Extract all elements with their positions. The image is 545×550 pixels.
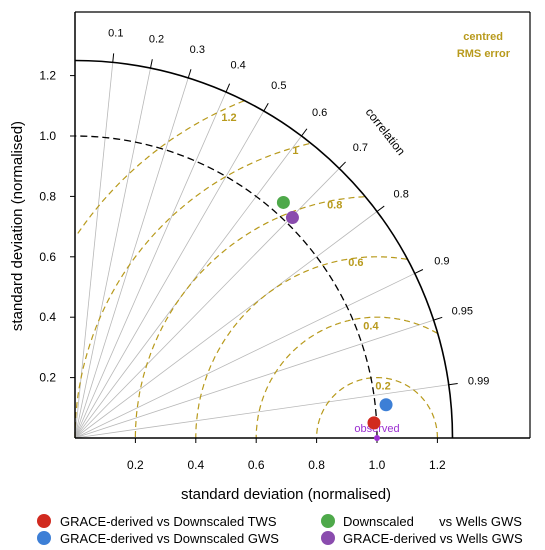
correlation-line-4 [74, 110, 265, 439]
point-series-3 [285, 211, 299, 225]
corr-tick-mark-2 [187, 69, 192, 79]
corr-tick-label-2: 0.3 [190, 44, 205, 56]
corr-tick-label-1: 0.2 [149, 34, 164, 46]
legend-marker-downscaled-gws [37, 531, 51, 545]
correlation-ticks: 0.1 0.2 0.3 0.4 0.5 0.6 0.7 0.8 0.9 0.95 0.99 [108, 27, 489, 387]
rms-label-2: 0.6 [348, 257, 363, 269]
rms-contour-5 [76, 100, 245, 236]
corr-tick-label-6: 0.7 [353, 142, 368, 154]
legend-label-downscaled-gws: GRACE-derived vs Downscaled GWS [60, 531, 279, 546]
corr-tick-mark-8 [414, 269, 424, 274]
correlation-line-1 [74, 68, 151, 439]
y-tick-label-0: 0.2 [39, 371, 56, 385]
corr-tick-mark-1 [150, 59, 153, 69]
x-tick-label-4: 1.0 [369, 458, 386, 472]
corr-tick-label-9: 0.95 [452, 306, 473, 318]
point-series-0 [367, 416, 381, 430]
rms-contours: 0.2 0.4 0.6 0.8 1 1.2 [74, 100, 438, 438]
correlation-line-2 [74, 77, 189, 439]
corr-tick-mark-3 [225, 83, 231, 93]
corner-legend-line-1: centred [463, 31, 503, 43]
rms-contour-4 [74, 143, 310, 438]
y-tick-label-2: 0.6 [39, 250, 56, 264]
legend-marker-grace-wells [321, 531, 335, 545]
rms-label-0: 0.2 [375, 381, 390, 393]
rms-label-3: 0.8 [327, 199, 342, 211]
corr-tick-mark-10 [448, 382, 458, 386]
correlation-line-7 [74, 211, 378, 439]
correlation-grid [74, 62, 449, 439]
corr-tick-label-3: 0.4 [230, 59, 245, 71]
legend-marker-downscaled-wells [321, 514, 335, 528]
axes [74, 11, 531, 439]
legend-marker-tws [37, 514, 51, 528]
corner-legend-line-2: RMS error [457, 48, 511, 60]
corr-tick-mark-7 [376, 205, 385, 212]
x-tick-label-2: 0.6 [248, 458, 265, 472]
corr-tick-label-4: 0.5 [271, 80, 286, 92]
std-arcs [74, 59, 454, 439]
y-tick-label-1: 0.4 [39, 310, 56, 324]
rms-contour-3 [134, 196, 365, 438]
x-tick-label-0: 0.2 [127, 458, 144, 472]
rms-label-5: 1.2 [221, 112, 236, 124]
rms-label-4: 1 [292, 145, 298, 157]
rms-contour-0 [316, 377, 438, 438]
corr-tick-mark-0 [112, 53, 115, 63]
legend-label-grace-wells: GRACE-derived vs Wells GWS [343, 531, 523, 546]
outer-std-arc [74, 59, 454, 439]
corr-tick-label-5: 0.6 [312, 107, 327, 119]
x-axis-label: standard deviation (normalised) [181, 486, 391, 503]
y-axis-label: standard deviation (normalised) [9, 121, 26, 331]
corr-tick-mark-5 [301, 128, 308, 137]
x-tick-label-1: 0.4 [187, 458, 204, 472]
corr-tick-label-8: 0.9 [434, 255, 449, 267]
legend: GRACE-derived vs Downscaled TWS GRACE-de… [37, 514, 523, 546]
legend-label-tws: GRACE-derived vs Downscaled TWS [60, 514, 277, 529]
y-tick-label-4: 1.0 [39, 129, 56, 143]
correlation-label: correlation [363, 105, 409, 158]
tick-labels: 0.2 0.4 0.6 0.8 1.0 1.2 0.2 0.4 0.6 0.8 1.0 1.2 [39, 69, 446, 472]
correlation-line-3 [74, 91, 227, 439]
observed-label: observed [354, 423, 399, 435]
corr-tick-label-10: 0.99 [468, 376, 489, 388]
rms-contour-1 [255, 316, 438, 438]
corr-tick-mark-6 [338, 161, 346, 169]
x-tick-label-3: 0.8 [308, 458, 325, 472]
reference-std-arc [74, 135, 378, 439]
point-series-2 [276, 195, 290, 209]
corr-tick-label-7: 0.8 [394, 188, 409, 200]
x-tick-label-5: 1.2 [429, 458, 446, 472]
corr-tick-mark-9 [433, 316, 443, 321]
y-tick-label-3: 0.8 [39, 189, 56, 203]
legend-label-downscaled-wells: Downscaled vs Wells GWS [343, 514, 522, 529]
rms-contour-2 [195, 256, 408, 438]
rms-label-1: 0.4 [363, 320, 379, 332]
correlation-line-10 [74, 384, 449, 439]
correlation-line-9 [74, 319, 434, 439]
y-tick-label-5: 1.2 [39, 69, 56, 83]
corr-tick-label-0: 0.1 [108, 27, 123, 39]
observed-point [374, 435, 380, 441]
point-series-1 [379, 398, 393, 412]
correlation-line-8 [74, 273, 415, 439]
data-points: observed [276, 195, 400, 441]
corr-tick-mark-4 [263, 102, 269, 112]
